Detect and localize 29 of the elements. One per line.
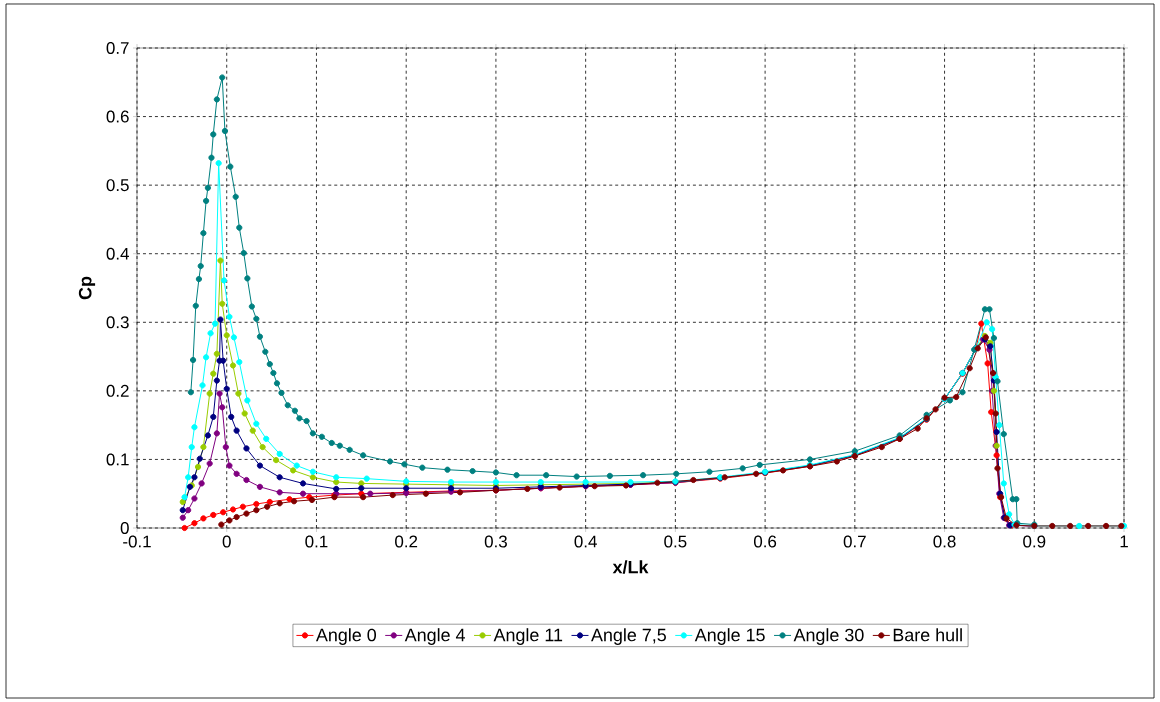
- x-tick-label: 0.3: [484, 535, 507, 548]
- legend-label: Angle 15: [694, 628, 765, 645]
- y-tick-label: 0.4: [106, 247, 129, 260]
- legend-label: Angle 0: [315, 628, 377, 645]
- legend-label: Angle 4: [404, 628, 465, 645]
- y-tick-label: 0.2: [106, 384, 129, 397]
- y-tick-label: 0.3: [106, 316, 129, 329]
- x-tick-label: 0.9: [1023, 535, 1046, 548]
- y-tick-label: 0.5: [106, 179, 129, 192]
- x-tick-label: 0.7: [843, 535, 866, 548]
- legend-label: Angle 7,5: [591, 628, 666, 645]
- legend-label: Angle 11: [493, 628, 563, 645]
- x-tick-label: -0.1: [123, 535, 151, 548]
- x-axis-title: x/Lk: [612, 560, 649, 574]
- y-tick-label: 0.1: [106, 453, 129, 466]
- x-tick-label: 0.4: [574, 535, 597, 548]
- x-tick-label: 0.5: [664, 535, 687, 548]
- y-axis-title: Cp: [78, 276, 96, 300]
- x-tick-label: 1: [1120, 535, 1128, 548]
- legend-label: Bare hull: [893, 628, 962, 642]
- x-tick-label: 0: [222, 535, 231, 548]
- x-tick-label: 0.6: [753, 535, 777, 548]
- y-tick-label: 0: [120, 522, 129, 534]
- x-tick-label: 0.8: [933, 535, 956, 548]
- x-tick-label: 0.2: [395, 535, 418, 548]
- x-tick-label: 0.1: [305, 535, 328, 548]
- y-tick-label: 0.7: [106, 42, 129, 54]
- legend-label: Angle 30: [793, 628, 864, 645]
- y-tick-label: 0.6: [106, 110, 129, 123]
